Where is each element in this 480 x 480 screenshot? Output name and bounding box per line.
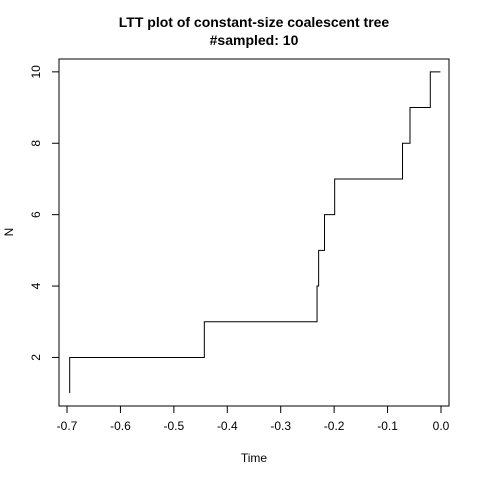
ltt-step-line — [69, 71, 441, 394]
x-axis-label: Time — [241, 451, 268, 465]
x-tick-label: -0.5 — [164, 419, 185, 433]
y-tick-label: 10 — [29, 65, 43, 79]
x-tick-label: -0.4 — [217, 419, 238, 433]
x-tick-label: -0.3 — [270, 419, 291, 433]
y-axis: 2 4 6 8 10 — [29, 65, 60, 361]
x-axis: -0.7 -0.6 -0.5 -0.4 -0.3 -0.2 -0.1 0.0 — [57, 405, 450, 433]
y-tick-label: 4 — [29, 282, 43, 289]
x-tick-label: -0.7 — [57, 419, 78, 433]
chart-subtitle: #sampled: 10 — [210, 32, 299, 48]
x-tick-label: -0.2 — [324, 419, 345, 433]
chart-title: LTT plot of constant-size coalescent tre… — [119, 14, 390, 30]
plot-frame — [58, 58, 450, 407]
y-tick-label: 2 — [29, 354, 43, 361]
y-axis-label: N — [2, 228, 16, 237]
x-tick-label: -0.6 — [110, 419, 131, 433]
x-tick-label: -0.1 — [377, 419, 398, 433]
y-tick-label: 8 — [29, 140, 43, 147]
x-tick-label: 0.0 — [433, 419, 450, 433]
y-tick-label: 6 — [29, 211, 43, 218]
